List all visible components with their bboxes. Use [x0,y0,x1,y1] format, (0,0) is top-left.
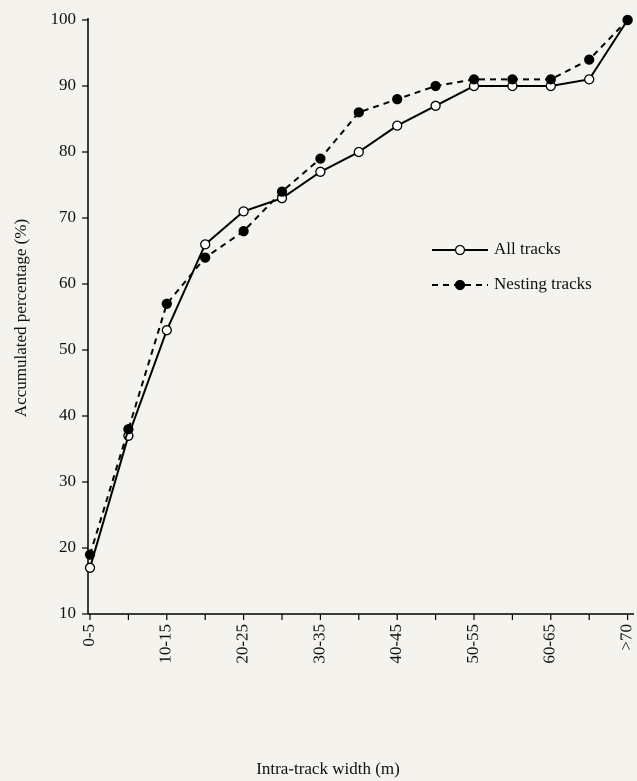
data-point [84,562,96,573]
data-point [392,120,403,131]
data-point [430,80,441,92]
data-point [353,146,364,158]
x-axis-label: Intra-track width (m) [256,759,400,778]
y-tick-label: 30 [59,471,76,490]
x-tick-label: >70 [617,624,636,651]
y-tick-label: 10 [59,603,76,622]
data-point [584,54,595,65]
data-point [123,424,134,435]
series-line [89,19,629,569]
data-point [507,74,518,85]
data-point [584,74,595,85]
y-tick-label: 80 [59,141,76,160]
legend-label: All tracks [494,239,561,258]
data-point [315,153,326,164]
x-tick-label: 40-45 [386,624,405,664]
data-point [200,239,211,250]
y-tick-label: 50 [59,339,76,358]
x-tick-label: 50-55 [463,624,482,664]
data-point [622,14,633,26]
y-tick-label: 90 [59,75,76,94]
data-point [276,186,288,197]
y-tick-label: 100 [51,9,77,28]
y-axis-label: Accumulated percentage (%) [11,219,30,417]
data-point [353,107,364,118]
series-line [89,19,629,555]
legend-label: Nesting tracks [494,274,592,293]
data-point [161,298,172,309]
y-tick-label: 40 [59,405,76,424]
data-point [392,94,403,105]
y-tick-label: 60 [59,273,76,292]
data-point [315,166,326,177]
y-tick-label: 70 [59,207,76,226]
x-tick-label: 10-15 [156,624,175,664]
data-point [161,325,172,336]
data-point [468,74,480,85]
legend-marker [454,279,466,291]
x-tick-label: 0-5 [79,624,98,647]
data-point [545,74,556,85]
legend-marker [454,244,466,256]
data-point [200,252,211,263]
x-tick-label: 20-25 [233,624,252,664]
data-point [238,226,249,237]
x-tick-label: 60-65 [540,624,559,664]
data-point [238,206,249,217]
data-point [84,549,96,560]
data-point [430,100,441,111]
x-tick-label: 30-35 [309,624,328,664]
y-tick-label: 20 [59,537,76,556]
